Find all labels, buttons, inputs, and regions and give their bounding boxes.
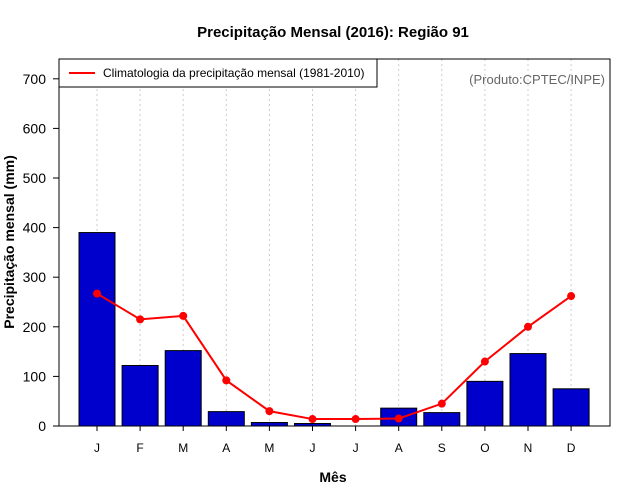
climatology-point-8: [437, 399, 446, 408]
bar-series: [78, 232, 590, 427]
x-tick-label-5: J: [310, 441, 316, 455]
y-axis-label: Precipitação mensal (mm): [1, 155, 17, 329]
x-tick-label-11: D: [567, 441, 576, 455]
y-tick-label: 500: [23, 170, 47, 186]
climatology-point-11: [567, 292, 576, 301]
climatology-point-1: [136, 315, 145, 324]
climatology-point-7: [394, 414, 403, 423]
y-tick-label: 400: [23, 220, 47, 236]
bar-8: [423, 412, 461, 427]
legend-entry-climatology: Climatologia da precipitação mensal (198…: [103, 66, 364, 80]
y-tick-label: 700: [23, 71, 47, 87]
legend: Climatologia da precipitação mensal (198…: [58, 58, 378, 88]
x-tick-label-7: A: [395, 441, 403, 455]
climatology-point-9: [480, 357, 489, 366]
y-tick-label: 100: [23, 368, 47, 384]
y-tick-label: 0: [38, 418, 46, 434]
x-tick-label-9: O: [480, 441, 489, 455]
y-tick-label: 300: [23, 269, 47, 285]
x-tick-label-8: S: [438, 441, 446, 455]
climatology-point-3: [222, 376, 231, 385]
climatology-point-5: [308, 415, 317, 424]
bar-11: [552, 388, 590, 427]
x-tick-label-3: A: [222, 441, 230, 455]
credit-text: (Produto:CPTEC/INPE): [469, 72, 605, 87]
grid-lines: [96, 59, 572, 426]
bar-10: [509, 353, 547, 427]
climatology-point-4: [265, 407, 274, 416]
bar-3: [207, 411, 245, 427]
bar-4: [250, 422, 288, 427]
bar-2: [164, 350, 202, 427]
y-tick-label: 600: [23, 120, 47, 136]
x-tick-label-6: J: [353, 441, 359, 455]
y-tick-label: 200: [23, 319, 47, 335]
bar-9: [466, 380, 504, 427]
x-tick-label-10: N: [524, 441, 533, 455]
climatology-line: [96, 292, 572, 421]
bar-0: [78, 232, 116, 427]
climatology-point-2: [179, 311, 188, 320]
climatology-point-10: [524, 322, 532, 331]
x-tick-label-1: F: [136, 441, 143, 455]
x-tick-label-4: M: [264, 441, 274, 455]
y-axis: 0 100 200 300 400 500 600 700: [23, 71, 59, 434]
bar-1: [121, 364, 159, 427]
chart-title: Precipitação Mensal (2016): Região 91: [197, 24, 469, 41]
legend-box: [58, 58, 378, 88]
x-axis-label: Mês: [319, 469, 346, 485]
climatology-series: [93, 289, 576, 424]
climatology-point-6: [351, 415, 360, 424]
x-tick-label-2: M: [178, 441, 188, 455]
climatology-point-0: [93, 289, 101, 298]
x-tick-label-0: J: [94, 441, 100, 455]
